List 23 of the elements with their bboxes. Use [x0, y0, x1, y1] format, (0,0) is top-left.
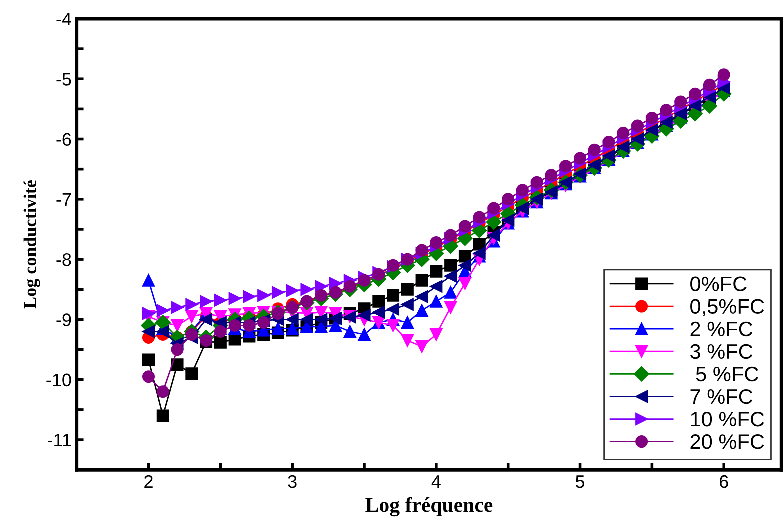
legend-label: 7 %FC [690, 389, 753, 404]
y-tick-label: -4 [56, 13, 72, 26]
x-tick-label: 4 [432, 476, 441, 488]
y-tick-label: -6 [56, 133, 72, 146]
x-axis-title: Log fréquence [366, 497, 493, 517]
legend-label: 20 %FC [690, 434, 764, 450]
y-axis-title: Log conductivité [24, 180, 40, 309]
legend-label: 0%FC [690, 276, 747, 292]
legend-label: 0,5%FC [690, 299, 764, 316]
legend-label: 10 %FC [691, 412, 764, 427]
x-tick-label: 2 [144, 475, 153, 488]
x-tick-label: 5 [576, 476, 585, 488]
y-tick-label: -9 [56, 314, 72, 326]
legend-label: 5 %FC [696, 366, 758, 382]
legend-label: 2 %FC [690, 322, 753, 337]
x-tick-label: 3 [288, 475, 297, 488]
legend-label: 3 %FC [690, 344, 753, 360]
y-tick-label: -8 [56, 254, 72, 266]
x-tick-label: 6 [720, 475, 728, 488]
y-tick-label: -5 [56, 73, 72, 86]
y-tick-label: -10 [46, 374, 72, 387]
y-tick-label: -7 [56, 194, 72, 206]
y-tick-label: -11 [48, 434, 72, 447]
